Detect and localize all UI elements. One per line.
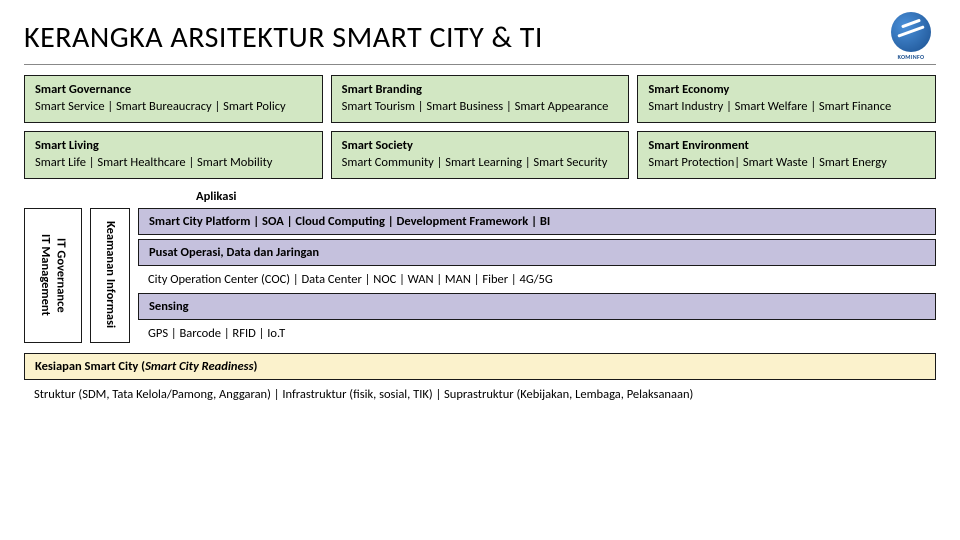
dimension-title: Smart Branding xyxy=(342,82,619,99)
architecture-mid-row: IT Governance IT Management Keamanan Inf… xyxy=(24,208,936,343)
header: KERANGKA ARSITEKTUR SMART CITY & TI KOMI… xyxy=(24,12,936,65)
dimension-title: Smart Economy xyxy=(648,82,925,99)
layer-stack: Smart City Platform | SOA | Cloud Comput… xyxy=(138,208,936,343)
dimension-items: Smart Life | Smart Healthcare | Smart Mo… xyxy=(35,155,312,172)
dimension-items: Smart Tourism | Smart Business | Smart A… xyxy=(342,99,619,116)
dimension-items: Smart Service | Smart Bureaucracy | Smar… xyxy=(35,99,312,116)
readiness-italic: Smart City Readiness xyxy=(145,359,253,374)
page-title: KERANGKA ARSITEKTUR SMART CITY & TI xyxy=(24,19,543,56)
kominfo-logo: KOMINFO xyxy=(886,12,936,62)
dimension-title: Smart Living xyxy=(35,138,312,155)
aplikasi-label: Aplikasi xyxy=(24,187,936,208)
layer-box: Smart City Platform | SOA | Cloud Comput… xyxy=(138,208,936,235)
logo-icon xyxy=(891,12,931,52)
dimension-box: Smart GovernanceSmart Service | Smart Bu… xyxy=(24,75,323,123)
dimension-box: Smart SocietySmart Community | Smart Lea… xyxy=(331,131,630,179)
readiness-detail: Struktur (SDM, Tata Kelola/Pamong, Angga… xyxy=(24,385,936,404)
it-governance-label: IT Governance IT Management xyxy=(37,234,68,316)
layer-box: Pusat Operasi, Data dan Jaringan xyxy=(138,239,936,266)
dimension-box: Smart EconomySmart Industry | Smart Welf… xyxy=(637,75,936,123)
keamanan-column: Keamanan Informasi xyxy=(90,208,130,343)
logo-label: KOMINFO xyxy=(898,53,925,61)
dimension-items: Smart Community | Smart Learning | Smart… xyxy=(342,155,619,172)
dimension-box: Smart BrandingSmart Tourism | Smart Busi… xyxy=(331,75,630,123)
dimension-title: Smart Governance xyxy=(35,82,312,99)
dimension-items: Smart Industry | Smart Welfare | Smart F… xyxy=(648,99,925,116)
layer-box: Sensing xyxy=(138,293,936,320)
dimension-box: Smart EnvironmentSmart Protection| Smart… xyxy=(637,131,936,179)
dimension-box: Smart LivingSmart Life | Smart Healthcar… xyxy=(24,131,323,179)
layer-detail: GPS | Barcode | RFID | Io.T xyxy=(138,324,936,343)
dimension-title: Smart Environment xyxy=(648,138,925,155)
layer-detail: City Operation Center (COC) | Data Cente… xyxy=(138,270,936,289)
readiness-box: Kesiapan Smart City (Smart City Readines… xyxy=(24,353,936,380)
keamanan-label: Keamanan Informasi xyxy=(102,221,118,328)
dimension-items: Smart Protection| Smart Waste | Smart En… xyxy=(648,155,925,172)
dimension-title: Smart Society xyxy=(342,138,619,155)
smart-dimensions-grid: Smart GovernanceSmart Service | Smart Bu… xyxy=(24,75,936,179)
it-governance-column: IT Governance IT Management xyxy=(24,208,82,343)
